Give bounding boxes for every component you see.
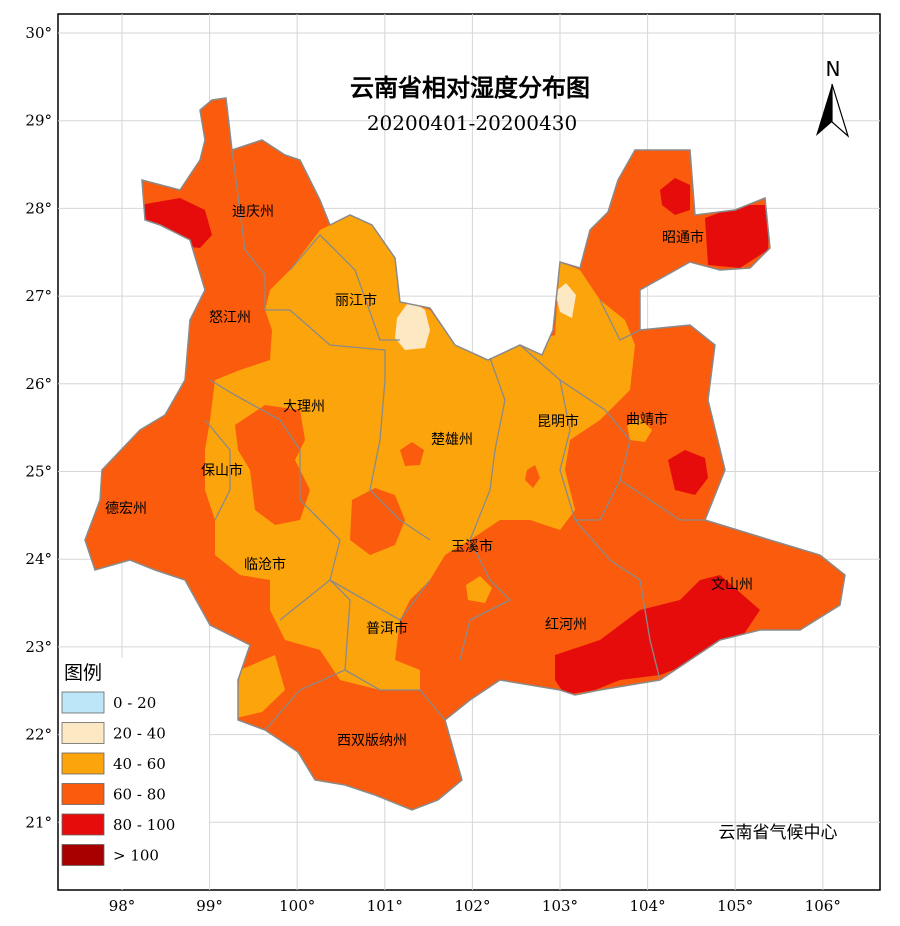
lon-tick-label: 98°	[109, 897, 136, 915]
zone-60-80-kunming	[525, 465, 540, 488]
map-subtitle: 20200401-20200430	[367, 111, 577, 135]
lon-tick-label: 104°	[630, 897, 666, 915]
prefecture-label: 保山市	[201, 462, 243, 479]
lat-tick-label: 25°	[25, 463, 52, 481]
zone-20-40-lijiang	[395, 300, 430, 350]
legend-swatch	[61, 722, 105, 744]
north-label: N	[826, 57, 841, 81]
legend-swatch	[61, 844, 105, 866]
legend-title: 图例	[64, 662, 102, 684]
longitude-ticks: 98° 99° 100° 101° 102° 103° 104° 105° 106°	[109, 897, 841, 915]
lat-tick-label: 22°	[25, 726, 52, 744]
prefecture-label: 德宏州	[105, 501, 147, 517]
zone-60-80-dali	[235, 405, 310, 525]
latitude-ticks: 30° 29° 28° 27° 26° 25° 24° 23° 22° 21°	[25, 24, 52, 831]
zone-60-80-chuxiong	[400, 442, 424, 466]
prefecture-label: 大理州	[283, 399, 325, 415]
prefecture-label: 昆明市	[537, 413, 579, 430]
zone-20-40-north	[555, 283, 576, 318]
legend-swatch	[61, 813, 105, 836]
zone-40-60-yuxi	[466, 576, 492, 603]
legend-label: 20 - 40	[113, 725, 166, 743]
lat-tick-label: 21°	[25, 813, 52, 831]
legend-label: 80 - 100	[113, 816, 175, 834]
prefecture-label: 迪庆州	[232, 204, 274, 220]
zone-80-100-zhaotong	[705, 205, 770, 268]
legend-items: 0 - 20 20 - 40 40 - 60 60 - 80 80 - 100 > 100	[61, 691, 175, 866]
prefecture-label: 怒江州	[209, 310, 251, 326]
zone-80-100-qujing	[668, 450, 708, 495]
lon-tick-label: 105°	[717, 897, 753, 915]
prefecture-label: 西双版纳州	[337, 733, 407, 749]
zone-80-100-zhaotong-n	[660, 178, 690, 215]
lon-tick-label: 102°	[454, 897, 490, 915]
lat-tick-label: 26°	[25, 375, 52, 393]
legend-label: > 100	[113, 847, 159, 865]
lat-tick-label: 24°	[25, 550, 52, 568]
legend-label: 0 - 20	[113, 694, 156, 712]
legend-label: 40 - 60	[113, 755, 166, 773]
lon-tick-label: 100°	[279, 897, 315, 915]
lon-tick-label: 101°	[367, 897, 403, 915]
legend-swatch	[61, 752, 105, 775]
prefecture-boundaries	[204, 149, 705, 731]
lat-tick-label: 29°	[25, 112, 52, 130]
lat-tick-label: 23°	[25, 638, 52, 656]
legend-swatch	[61, 783, 105, 805]
prefecture-label: 红河州	[545, 617, 587, 633]
prefecture-label: 临沧市	[244, 556, 286, 573]
zone-40-60-qujing	[627, 418, 652, 442]
prefecture-label: 普洱市	[366, 620, 408, 637]
lon-tick-label: 99°	[196, 897, 223, 915]
lat-tick-label: 30°	[25, 24, 52, 42]
zone-80-100-honghe	[555, 575, 760, 695]
zone-60-80-center	[350, 488, 405, 555]
legend-label: 60 - 80	[113, 786, 166, 804]
map-title: 云南省相对湿度分布图	[350, 74, 590, 102]
north-arrow-icon: N	[816, 57, 850, 138]
lon-tick-label: 106°	[805, 897, 841, 915]
lat-tick-label: 27°	[25, 287, 52, 305]
map-credit: 云南省气候中心	[719, 823, 838, 843]
legend-swatch	[61, 691, 105, 714]
prefecture-label: 玉溪市	[451, 538, 493, 555]
prefecture-label: 丽江市	[335, 292, 377, 309]
legend: 图例 0 - 20 20 - 40 40 - 60 60 - 80 80 - 100 > …	[59, 658, 209, 889]
prefecture-label: 楚雄州	[431, 432, 473, 448]
prefecture-label: 曲靖市	[626, 411, 668, 428]
lon-tick-label: 103°	[542, 897, 578, 915]
prefecture-label: 文山州	[711, 577, 753, 593]
zone-40-60-south	[236, 655, 285, 718]
prefecture-label: 昭通市	[662, 229, 704, 246]
lat-tick-label: 28°	[25, 199, 52, 217]
